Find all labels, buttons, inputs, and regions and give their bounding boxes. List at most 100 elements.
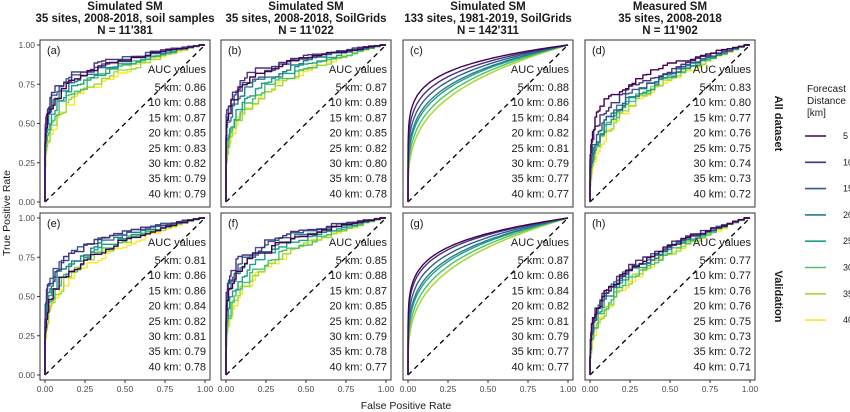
column-title-line: N = 11'902 bbox=[642, 25, 698, 37]
roc-curve-5km bbox=[225, 44, 386, 202]
auc-value: 35 km: 0.72 bbox=[694, 346, 751, 358]
auc-value: 20 km: 0.85 bbox=[149, 128, 206, 140]
x-tick-label: 0.00 bbox=[37, 384, 54, 394]
auc-value: 25 km: 0.82 bbox=[330, 316, 387, 328]
roc-curve-35km bbox=[44, 217, 205, 375]
auc-value: 30 km: 0.81 bbox=[149, 331, 206, 343]
roc-curve-15km bbox=[407, 217, 569, 376]
auc-value: 15 km: 0.84 bbox=[512, 285, 569, 297]
roc-curve-5km bbox=[407, 217, 569, 376]
auc-value: 25 km: 0.82 bbox=[149, 316, 206, 328]
x-tick-label: 0.50 bbox=[480, 384, 497, 394]
auc-value: 5 km: 0.87 bbox=[518, 255, 569, 267]
roc-curve-35km bbox=[407, 217, 569, 376]
auc-value: 25 km: 0.81 bbox=[512, 143, 569, 155]
auc-value: 15 km: 0.87 bbox=[149, 112, 206, 124]
x-tick-label: 0.25 bbox=[258, 384, 275, 394]
auc-value: 20 km: 0.85 bbox=[330, 301, 387, 313]
roc-curve-5km bbox=[225, 217, 386, 375]
auc-value: 15 km: 0.77 bbox=[694, 112, 751, 124]
column-title-line: Simulated SM bbox=[87, 1, 162, 13]
roc-curve-30km bbox=[407, 44, 569, 203]
auc-value: 35 km: 0.79 bbox=[149, 173, 206, 185]
panel-label: (h) bbox=[592, 218, 605, 230]
roc-curve-30km bbox=[407, 217, 569, 376]
auc-value: 10 km: 0.77 bbox=[694, 270, 751, 282]
auc-value: 40 km: 0.77 bbox=[330, 361, 387, 373]
auc-value: 35 km: 0.77 bbox=[512, 346, 569, 358]
reference-diagonal-line bbox=[44, 44, 206, 203]
legend-key-label: 10 bbox=[843, 157, 850, 167]
column-title-line: 35 sites, 2008-2018, SoilGrids bbox=[225, 13, 386, 25]
auc-header: AUC values bbox=[329, 64, 388, 76]
auc-value: 5 km: 0.77 bbox=[700, 255, 751, 267]
roc-curve-15km bbox=[407, 44, 569, 203]
auc-value: 25 km: 0.75 bbox=[694, 316, 751, 328]
auc-value: 5 km: 0.88 bbox=[518, 82, 569, 94]
x-tick-label: 0.25 bbox=[440, 384, 457, 394]
auc-value: 5 km: 0.81 bbox=[155, 255, 206, 267]
auc-header: AUC values bbox=[693, 237, 752, 249]
column-title-line: Measured SM bbox=[633, 1, 707, 13]
auc-header: AUC values bbox=[148, 237, 207, 249]
auc-value: 15 km: 0.87 bbox=[330, 285, 387, 297]
roc-curve-20km bbox=[44, 44, 205, 202]
roc-curve-20km bbox=[407, 44, 569, 203]
auc-value: 25 km: 0.81 bbox=[512, 316, 569, 328]
x-tick-label: 0.00 bbox=[218, 384, 235, 394]
auc-value: 5 km: 0.85 bbox=[336, 255, 387, 267]
auc-value: 30 km: 0.79 bbox=[512, 158, 569, 170]
roc-curve-30km bbox=[225, 44, 386, 202]
auc-value: 10 km: 0.86 bbox=[149, 270, 206, 282]
legend-key-label: 40 bbox=[843, 315, 850, 325]
auc-value: 40 km: 0.77 bbox=[512, 361, 569, 373]
reference-diagonal-line bbox=[44, 217, 206, 376]
roc-curve-15km bbox=[44, 217, 205, 375]
auc-value: 25 km: 0.83 bbox=[149, 143, 206, 155]
x-tick-label: 0.00 bbox=[400, 384, 417, 394]
x-tick-label: 0.50 bbox=[298, 384, 315, 394]
legend-key-label: 25 bbox=[843, 236, 850, 246]
auc-value: 30 km: 0.82 bbox=[149, 158, 206, 170]
panel-label: (b) bbox=[228, 45, 241, 57]
auc-value: 20 km: 0.82 bbox=[512, 128, 569, 140]
y-tick-label: 0.25 bbox=[18, 158, 35, 168]
x-tick-label: 0.25 bbox=[77, 384, 94, 394]
auc-header: AUC values bbox=[511, 64, 570, 76]
panel: (g) AUC values 5 km: 0.87 10 km: 0.86 15 km:… bbox=[400, 212, 577, 394]
auc-value: 15 km: 0.84 bbox=[512, 112, 569, 124]
reference-diagonal-line bbox=[225, 217, 387, 376]
x-tick-label: 0.75 bbox=[338, 384, 355, 394]
auc-value: 10 km: 0.80 bbox=[694, 97, 751, 109]
y-tick-label: 0.00 bbox=[18, 370, 35, 380]
reference-diagonal-line bbox=[225, 44, 387, 203]
roc-curve-10km bbox=[44, 217, 205, 375]
x-tick-label: 0.50 bbox=[117, 384, 134, 394]
auc-value: 30 km: 0.80 bbox=[330, 158, 387, 170]
auc-value: 5 km: 0.83 bbox=[700, 82, 751, 94]
auc-value: 20 km: 0.76 bbox=[694, 301, 751, 313]
column-title-line: N = 11'381 bbox=[97, 25, 153, 37]
auc-value: 25 km: 0.75 bbox=[694, 143, 751, 155]
panel: (b) AUC values 5 km: 0.87 10 km: 0.89 15 km:… bbox=[220, 39, 392, 208]
auc-value: 35 km: 0.73 bbox=[694, 173, 751, 185]
y-tick-label: 0.00 bbox=[18, 197, 35, 207]
y-tick-label: 0.50 bbox=[18, 292, 35, 302]
auc-value: 10 km: 0.88 bbox=[330, 270, 387, 282]
legend-title-line: [km] bbox=[807, 108, 826, 119]
reference-diagonal-line bbox=[407, 217, 569, 376]
column-title-line: N = 11'022 bbox=[278, 25, 334, 37]
auc-value: 40 km: 0.72 bbox=[694, 188, 751, 200]
auc-value: 30 km: 0.73 bbox=[694, 331, 751, 343]
legend-key-label: 15 bbox=[843, 184, 850, 194]
auc-value: 5 km: 0.86 bbox=[155, 82, 206, 94]
y-tick-label: 0.25 bbox=[18, 331, 35, 341]
y-tick-label: 0.50 bbox=[18, 119, 35, 129]
column-title-line: Simulated SM bbox=[268, 1, 343, 13]
x-tick-label: 1.00 bbox=[560, 384, 577, 394]
x-tick-label: 1.00 bbox=[378, 384, 395, 394]
roc-curve-30km bbox=[589, 217, 750, 375]
